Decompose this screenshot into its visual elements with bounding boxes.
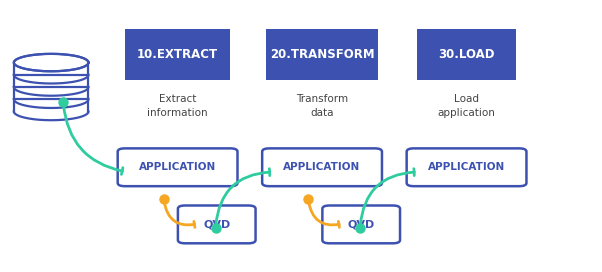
- FancyBboxPatch shape: [262, 149, 382, 186]
- FancyBboxPatch shape: [117, 149, 237, 186]
- Text: Load
application: Load application: [438, 94, 495, 118]
- FancyBboxPatch shape: [125, 29, 230, 79]
- Text: QVD: QVD: [203, 220, 231, 229]
- FancyBboxPatch shape: [323, 206, 400, 243]
- Text: Extract
information: Extract information: [147, 94, 208, 118]
- Text: 30.LOAD: 30.LOAD: [438, 48, 495, 61]
- Text: Transform
data: Transform data: [296, 94, 348, 118]
- Ellipse shape: [14, 54, 88, 71]
- Text: APPLICATION: APPLICATION: [139, 162, 216, 172]
- FancyBboxPatch shape: [407, 149, 526, 186]
- FancyBboxPatch shape: [266, 29, 378, 79]
- Text: QVD: QVD: [347, 220, 375, 229]
- Text: APPLICATION: APPLICATION: [428, 162, 505, 172]
- Text: APPLICATION: APPLICATION: [284, 162, 361, 172]
- FancyBboxPatch shape: [178, 206, 256, 243]
- Bar: [14, 63, 88, 112]
- FancyBboxPatch shape: [417, 29, 517, 79]
- Text: 10.EXTRACT: 10.EXTRACT: [137, 48, 218, 61]
- Text: 20.TRANSFORM: 20.TRANSFORM: [270, 48, 374, 61]
